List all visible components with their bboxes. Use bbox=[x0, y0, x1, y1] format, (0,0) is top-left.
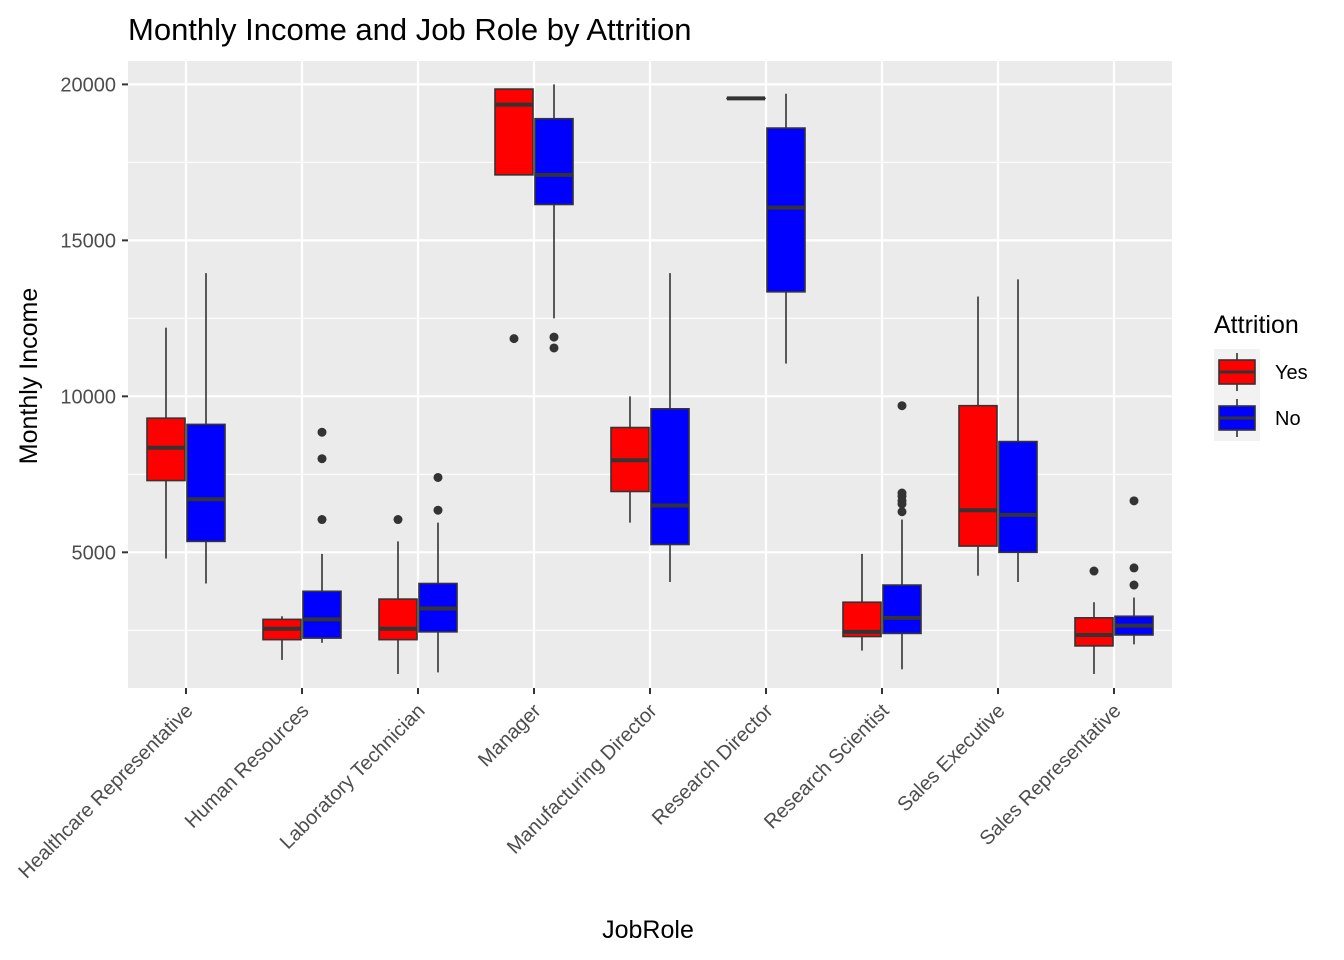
grid-lines bbox=[128, 61, 1172, 688]
outlier-point bbox=[1129, 563, 1139, 573]
box-body bbox=[534, 117, 574, 206]
box-no-7 bbox=[998, 279, 1038, 582]
x-axis-title: JobRole bbox=[602, 916, 694, 944]
outlier-point bbox=[317, 427, 327, 437]
y-tick-label: 10000 bbox=[60, 386, 116, 408]
box-yes-0 bbox=[146, 327, 186, 559]
y-axis-title: Monthly Income bbox=[15, 288, 43, 464]
outlier-point bbox=[549, 343, 559, 353]
box-no-5 bbox=[766, 93, 806, 364]
box-no-8 bbox=[1114, 496, 1154, 645]
outlier-point bbox=[897, 488, 907, 498]
x-tick-label: Manager bbox=[474, 700, 546, 772]
chart-title: Monthly Income and Job Role by Attrition bbox=[128, 12, 691, 47]
outlier-point bbox=[1089, 566, 1099, 576]
box-yes-3 bbox=[494, 88, 534, 344]
outlier-point bbox=[317, 515, 327, 525]
box-body bbox=[882, 584, 922, 635]
x-tick-label: Research Scientist bbox=[760, 700, 894, 834]
legend-label: No bbox=[1275, 408, 1301, 430]
outlier-point bbox=[393, 515, 403, 525]
box-yes-4 bbox=[610, 396, 650, 523]
outlier-point bbox=[433, 472, 443, 482]
outlier-point bbox=[897, 507, 907, 517]
x-tick-label: Human Resources bbox=[181, 700, 314, 833]
box-no-3 bbox=[534, 84, 574, 353]
legend-label: Yes bbox=[1275, 362, 1308, 384]
legend-title: Attrition bbox=[1214, 311, 1299, 339]
box-yes-6 bbox=[842, 553, 882, 651]
box-body bbox=[998, 440, 1038, 554]
box-body bbox=[650, 408, 690, 546]
box-no-0 bbox=[186, 273, 226, 584]
box-body bbox=[494, 88, 534, 176]
box-layer bbox=[146, 84, 1154, 674]
y-tick-label: 5000 bbox=[72, 542, 117, 564]
box-no-2 bbox=[418, 472, 458, 673]
box-yes-8 bbox=[1074, 566, 1114, 674]
outlier-point bbox=[897, 401, 907, 411]
box-body bbox=[378, 598, 418, 641]
outlier-point bbox=[549, 332, 559, 342]
outlier-point bbox=[1129, 580, 1139, 590]
box-yes-7 bbox=[958, 296, 998, 576]
outlier-point bbox=[433, 505, 443, 515]
x-tick-label: Healthcare Representative bbox=[15, 700, 198, 883]
box-no-4 bbox=[650, 273, 690, 582]
box-body bbox=[302, 590, 342, 639]
box-no-1 bbox=[302, 427, 342, 643]
outlier-point bbox=[317, 454, 327, 464]
box-yes-1 bbox=[262, 616, 302, 660]
y-axis: 5000 10000 15000 20000 bbox=[60, 74, 128, 564]
outlier-point bbox=[1129, 496, 1139, 506]
box-no-6 bbox=[882, 401, 922, 670]
box-body bbox=[958, 404, 998, 547]
outlier-point bbox=[509, 334, 519, 344]
legend-key-no bbox=[1214, 395, 1260, 441]
box-yes-2 bbox=[378, 515, 418, 674]
legend-key-yes bbox=[1214, 349, 1260, 395]
y-tick-label: 20000 bbox=[60, 74, 116, 96]
box-body bbox=[1074, 617, 1114, 647]
legend: Attrition Yes No bbox=[1214, 311, 1308, 441]
box-body bbox=[186, 423, 226, 543]
x-tick-label: Research Director bbox=[648, 700, 778, 830]
y-tick-label: 15000 bbox=[60, 230, 116, 252]
box-body bbox=[766, 127, 806, 293]
x-tick-label: Sales Executive bbox=[893, 700, 1009, 816]
